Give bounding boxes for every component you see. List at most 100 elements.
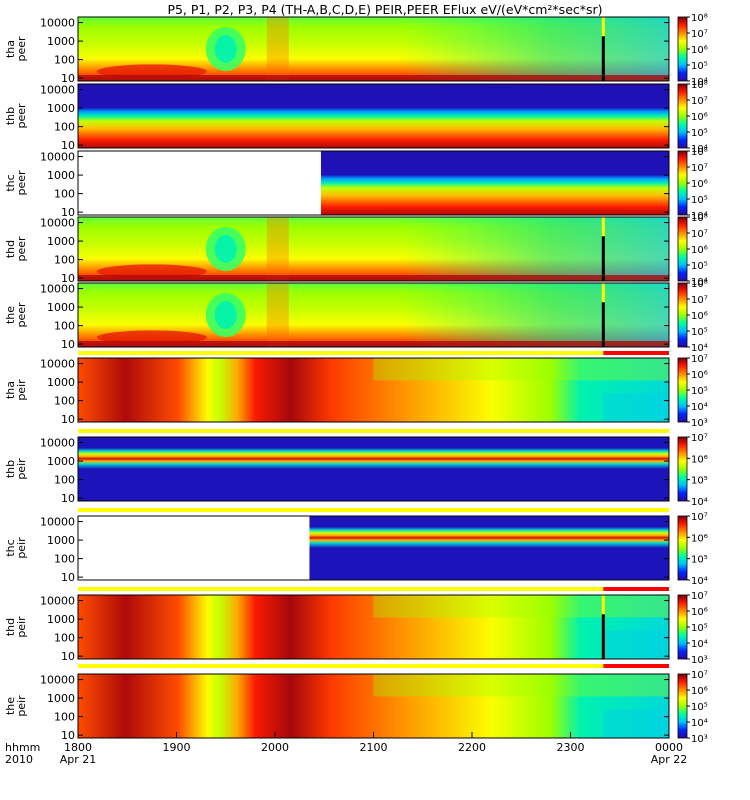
- mode-bar-segment: [78, 429, 669, 433]
- x-axis-label: 2010: [5, 753, 33, 766]
- colorbar-scale: [677, 216, 688, 282]
- data-gap-marker: [601, 614, 605, 659]
- x-date-label: Apr 21: [60, 753, 97, 766]
- colorbar-tick-label: 10⁵: [691, 555, 708, 566]
- colorbar: 10³ 10⁴ 10⁵ 10⁶ 10⁷: [677, 670, 708, 745]
- y-tick-label: 100: [54, 395, 75, 408]
- mode-bar-segment: [603, 587, 669, 591]
- colorbar-tick-label: 10⁷: [691, 163, 708, 174]
- colorbar-tick-label: 10⁵: [691, 702, 708, 713]
- y-tick-label: 1000: [47, 534, 75, 547]
- figure-title: P5, P1, P2, P3, P4 (TH-A,B,C,D,E) PEIR,P…: [167, 2, 602, 17]
- data-gap-marker: [601, 302, 605, 347]
- colorbar: 10⁴ 10⁵ 10⁶ 10⁷: [677, 433, 708, 508]
- y-tick-label: 1000: [47, 169, 75, 182]
- colorbar-tick-label: 10³: [691, 655, 708, 666]
- colorbar-tick-label: 10⁴: [691, 576, 708, 587]
- panel-label: thb: [4, 107, 17, 125]
- time-axis: 1800 1900 2000 2100 2200 2300 0000 Apr 21 Apr 22…: [5, 732, 687, 766]
- y-tick-label: 10: [61, 139, 75, 152]
- colorbar-tick-label: 10⁷: [691, 29, 708, 40]
- panel-label: peer: [15, 236, 28, 262]
- y-tick-label: 1000: [47, 692, 75, 705]
- colorbar-tick-label: 10⁴: [691, 718, 708, 729]
- panel-label: peir: [15, 695, 28, 717]
- data-gap-marker-top: [601, 595, 605, 615]
- colorbar-tick-label: 10⁷: [691, 295, 708, 306]
- colorbar-tick-label: 10⁷: [691, 512, 708, 523]
- y-tick-label: 10000: [40, 283, 75, 296]
- panel-frame: [77, 436, 670, 502]
- y-tick-label: 1000: [47, 235, 75, 248]
- y-tick-label: 1000: [47, 376, 75, 389]
- y-tick-label: 10: [61, 206, 75, 219]
- panel-label: thc: [4, 174, 17, 191]
- colorbar-tick-label: 10⁸: [691, 80, 708, 91]
- colorbar-tick-label: 10⁷: [691, 229, 708, 240]
- panel-frame: [77, 216, 670, 282]
- colorbar-tick-label: 10⁴: [691, 343, 708, 354]
- x-tick-label: 2300: [557, 741, 585, 754]
- colorbar-tick-label: 10⁷: [691, 433, 708, 444]
- panel-label: peir: [15, 616, 28, 638]
- colorbar-tick-label: 10⁶: [691, 311, 708, 322]
- colorbar-scale: [677, 282, 688, 348]
- mode-bar-segment: [78, 587, 604, 591]
- y-tick-label: 100: [54, 711, 75, 724]
- colorbar: 10⁴ 10⁵ 10⁶ 10⁷ 10⁸: [677, 13, 708, 88]
- panel-frame: [77, 357, 670, 423]
- mode-bar-stack: [78, 351, 669, 668]
- panel-label: tha: [4, 381, 17, 399]
- y-tick-label: 1000: [47, 35, 75, 48]
- spectrogram-image: [78, 84, 669, 148]
- panel-label: thd: [4, 240, 17, 258]
- colorbar-tick-label: 10⁶: [691, 370, 708, 381]
- panel-label: thd: [4, 618, 17, 636]
- y-tick-label: 10000: [40, 674, 75, 687]
- panel-frame: [77, 83, 670, 149]
- panel-frame: [77, 515, 670, 581]
- colorbar-tick-label: 10⁴: [691, 402, 708, 413]
- colorbar-tick-label: 10⁶: [691, 686, 708, 697]
- panel-label: the: [4, 306, 17, 324]
- y-tick-label: 10000: [40, 437, 75, 450]
- panel-label: peer: [15, 302, 28, 328]
- colorbar-scale: [677, 515, 688, 581]
- colorbar-tick-label: 10⁵: [691, 623, 708, 634]
- y-tick-label: 10000: [40, 516, 75, 529]
- colorbar: 10⁴ 10⁵ 10⁶ 10⁷ 10⁸: [677, 147, 708, 222]
- colorbar-tick-label: 10⁵: [691, 195, 708, 206]
- panel-frame: [77, 150, 670, 216]
- colorbar-scale: [677, 16, 688, 82]
- colorbar-tick-label: 10⁴: [691, 211, 708, 222]
- y-tick-label: 10: [61, 492, 75, 505]
- colorbar-tick-label: 10⁶: [691, 179, 708, 190]
- mode-bar-segment: [603, 351, 669, 355]
- y-tick-label: 10000: [40, 17, 75, 30]
- y-tick-label: 10: [61, 72, 75, 85]
- colorbar-tick-label: 10⁴: [691, 277, 708, 288]
- y-tick-label: 10: [61, 338, 75, 351]
- colorbar-tick-label: 10⁷: [691, 591, 708, 602]
- y-tick-label: 1000: [47, 102, 75, 115]
- y-tick-label: 100: [54, 254, 75, 267]
- colorbar-scale: [677, 83, 688, 149]
- panel-label: peer: [15, 170, 28, 196]
- colorbar: 10³ 10⁴ 10⁵ 10⁶ 10⁷: [677, 354, 708, 429]
- y-tick-label: 100: [54, 188, 75, 201]
- colorbar-scale: [677, 594, 688, 660]
- y-tick-label: 10000: [40, 595, 75, 608]
- y-tick-label: 100: [54, 474, 75, 487]
- y-tick-label: 100: [54, 553, 75, 566]
- panel-label: tha: [4, 40, 17, 58]
- x-tick-label: 2200: [458, 741, 486, 754]
